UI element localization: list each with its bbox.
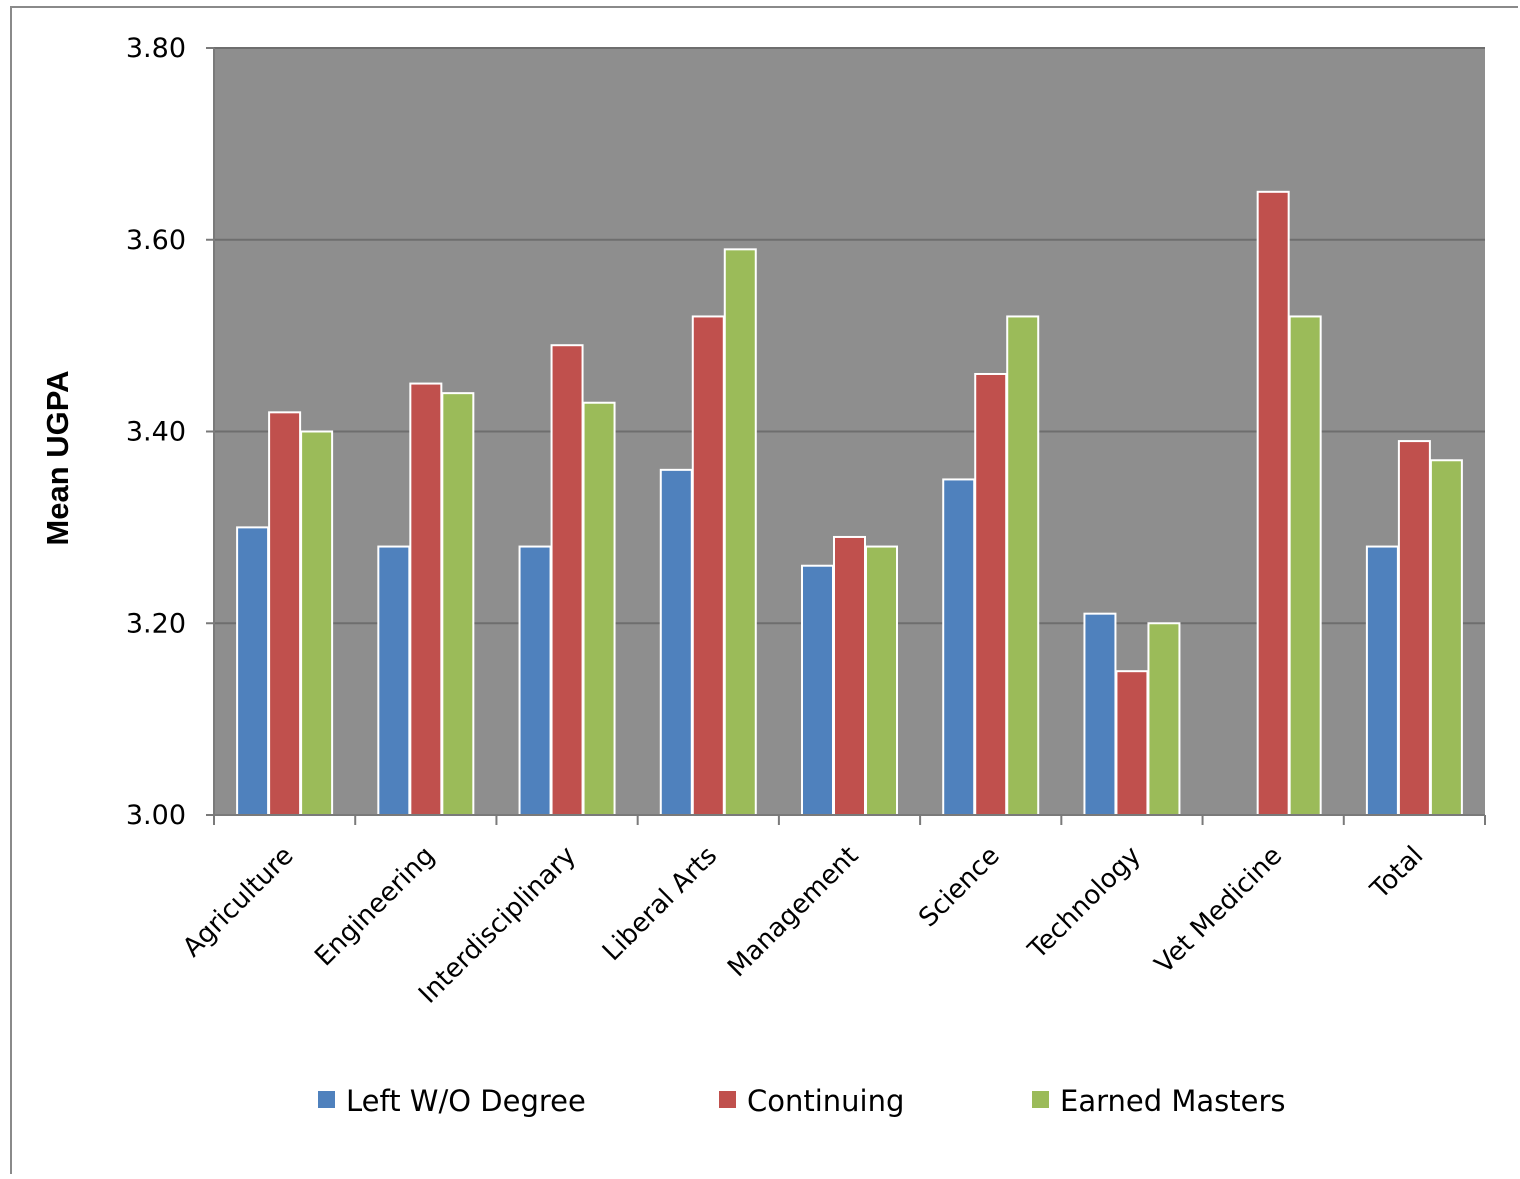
bar-left-w-o-degree-interdisciplinary xyxy=(518,545,552,816)
bar-earned-masters-liberal-arts xyxy=(723,248,757,816)
bars xyxy=(236,190,1463,817)
y-tick-label: 3.20 xyxy=(126,608,186,639)
y-tick-labels: 3.00 3.20 3.40 3.60 3.80 xyxy=(126,33,186,831)
legend-label: Left W/O Degree xyxy=(346,1084,586,1118)
bar-continuing-liberal-arts xyxy=(691,315,725,816)
bar-earned-masters-management xyxy=(865,545,898,816)
legend-label: Continuing xyxy=(747,1084,904,1118)
legend-swatch xyxy=(719,1091,736,1108)
bar-earned-masters-interdisciplinary xyxy=(582,401,616,816)
x-tick-label: Technology xyxy=(1022,841,1147,966)
bar-continuing-management xyxy=(833,535,866,817)
bar-continuing-science xyxy=(974,372,1008,816)
bar-left-w-o-degree-management xyxy=(801,564,834,816)
legend-label: Earned Masters xyxy=(1060,1084,1286,1118)
bar-left-w-o-degree-liberal-arts xyxy=(659,468,693,816)
x-tick-label: Liberal Arts xyxy=(597,841,723,967)
bar-earned-masters-science xyxy=(1006,315,1040,816)
bar-left-w-o-degree-technology xyxy=(1083,612,1117,816)
bar-earned-masters-engineering xyxy=(441,392,475,816)
legend-swatch xyxy=(1032,1091,1049,1108)
legend-swatch xyxy=(318,1091,335,1108)
bar-continuing-technology xyxy=(1115,670,1149,816)
y-axis-label: Mean UGPA xyxy=(40,370,75,545)
bar-continuing-agriculture xyxy=(268,411,302,816)
x-tick-label: Agriculture xyxy=(177,841,299,963)
x-tick-label: Interdisciplinary xyxy=(413,841,582,1010)
bar-continuing-interdisciplinary xyxy=(550,344,584,816)
y-tick-label: 3.40 xyxy=(126,417,186,448)
y-tick-label: 3.00 xyxy=(126,800,186,831)
y-tick-label: 3.80 xyxy=(126,33,186,64)
chart-frame xyxy=(10,6,1518,1174)
bar-left-w-o-degree-total xyxy=(1365,545,1399,816)
x-tick-label: Engineering xyxy=(309,841,441,973)
bar-continuing-vet-medicine xyxy=(1256,190,1290,816)
x-tick-label: Science xyxy=(913,841,1005,933)
bar-earned-masters-total xyxy=(1429,459,1463,816)
bar-left-w-o-degree-science xyxy=(942,478,976,816)
axes xyxy=(206,47,1486,825)
bar-earned-masters-agriculture xyxy=(300,430,334,816)
x-tick-label: Management xyxy=(722,841,864,983)
bar-left-w-o-degree-agriculture xyxy=(236,526,270,816)
bar-earned-masters-vet-medicine xyxy=(1288,315,1322,816)
bar-earned-masters-technology xyxy=(1147,622,1181,816)
bar-continuing-engineering xyxy=(409,382,443,816)
x-tick-label: Vet Medicine xyxy=(1149,841,1288,980)
y-tick-label: 3.60 xyxy=(126,225,186,256)
legend: Left W/O Degree Continuing Earned Masters xyxy=(318,1084,1286,1118)
bar-left-w-o-degree-engineering xyxy=(377,545,411,816)
bar-continuing-total xyxy=(1397,440,1431,816)
x-tick-label: Total xyxy=(1364,841,1429,906)
